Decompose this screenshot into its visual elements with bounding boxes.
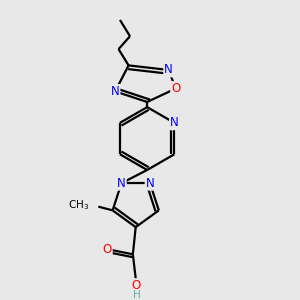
- Text: CH$_3$: CH$_3$: [68, 198, 89, 212]
- Text: O: O: [131, 279, 140, 292]
- Text: N: N: [170, 116, 179, 129]
- Text: N: N: [117, 177, 126, 190]
- Text: H: H: [133, 290, 141, 300]
- Text: N: N: [164, 64, 173, 76]
- Text: O: O: [171, 82, 180, 95]
- Text: O: O: [103, 243, 112, 256]
- Text: N: N: [146, 177, 154, 190]
- Text: N: N: [111, 85, 119, 98]
